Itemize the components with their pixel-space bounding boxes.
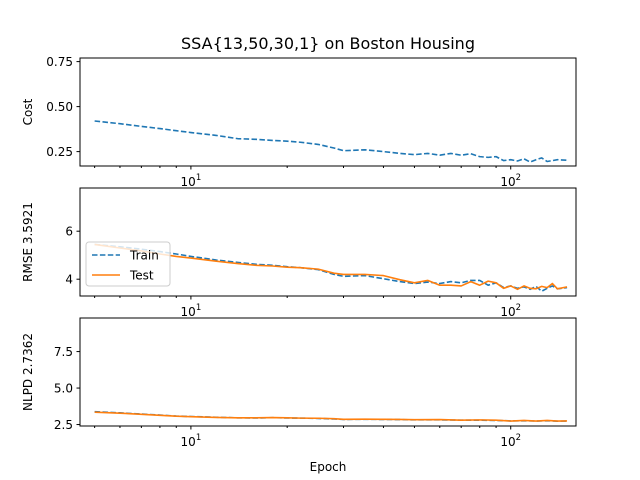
cost-ytick-label: 0.25 <box>46 145 73 159</box>
legend-train-label: Train <box>129 249 159 263</box>
nlpd-xtick-base: 10 <box>181 435 196 449</box>
cost-ytick-label: 0.75 <box>46 55 73 69</box>
rmse-legend: Train Test <box>85 241 171 287</box>
rmse-xtick-base: 10 <box>181 305 196 319</box>
rmse-xtick-base: 10 <box>500 305 515 319</box>
nlpd-xtick-exponent: 2 <box>516 433 521 443</box>
rmse-axes-frame <box>79 187 577 297</box>
nlpd-xtick-label: 102 <box>500 433 521 449</box>
nlpd-y-axis-label: NLPD 2.7362 <box>21 333 35 411</box>
nlpd-xtick-exponent: 1 <box>196 433 201 443</box>
rmse-xtick-exponent: 2 <box>516 303 521 313</box>
cost-xtick-label: 102 <box>500 173 521 189</box>
nlpd-axes-frame <box>79 317 577 427</box>
cost-xtick-base: 10 <box>500 175 515 189</box>
rmse-ytick-label: 4 <box>65 273 73 287</box>
rmse-ytick-label: 6 <box>65 225 73 239</box>
x-axis-label: Epoch <box>310 460 347 474</box>
cost-axes-frame <box>79 57 577 167</box>
rmse-xtick-exponent: 1 <box>196 303 201 313</box>
cost-xtick-exponent: 1 <box>196 173 201 183</box>
nlpd-series-group <box>94 410 568 422</box>
cost-xtick-exponent: 2 <box>516 173 521 183</box>
cost-y-axis-label: Cost <box>21 98 35 125</box>
nlpd-ytick-label: 2.5 <box>54 418 73 432</box>
nlpd-xtick-label: 101 <box>181 433 202 449</box>
rmse-series-group <box>94 243 568 292</box>
rmse-test-line <box>94 243 568 291</box>
cost-series-group <box>94 120 568 163</box>
rmse-xtick-label: 102 <box>500 303 521 319</box>
cost-ytick-label: 0.50 <box>46 100 73 114</box>
cost-xtick-label: 101 <box>181 173 202 189</box>
rmse-xtick-label: 101 <box>181 303 202 319</box>
cost-series-0-line <box>94 120 568 163</box>
nlpd-ytick-label: 7.5 <box>54 345 73 359</box>
chart-title: SSA{13,50,30,1} on Boston Housing <box>181 34 475 53</box>
nlpd-ytick-label: 5.0 <box>54 382 73 396</box>
legend-test-label: Test <box>129 269 154 283</box>
nlpd-xtick-base: 10 <box>500 435 515 449</box>
cost-xtick-base: 10 <box>181 175 196 189</box>
rmse-y-axis-label: RMSE 3.5921 <box>21 202 35 282</box>
nlpd-test-line <box>94 411 568 422</box>
